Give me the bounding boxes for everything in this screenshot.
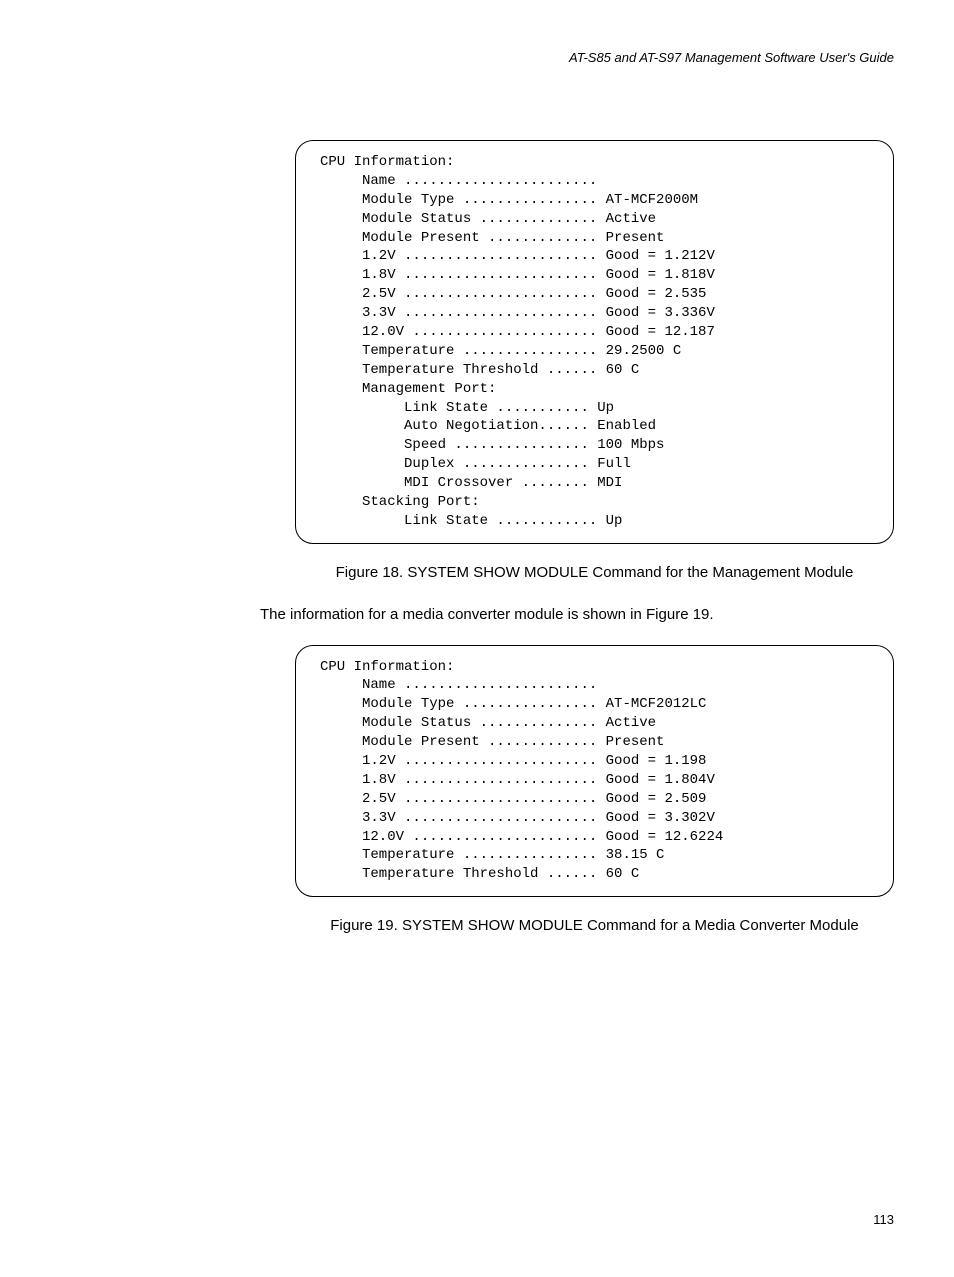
figure-18-caption: Figure 18. SYSTEM SHOW MODULE Command fo… — [295, 562, 894, 584]
terminal-output-1: CPU Information: Name ..................… — [295, 140, 894, 544]
page-number: 113 — [60, 1212, 894, 1227]
page-header: AT-S85 and AT-S97 Management Software Us… — [60, 50, 894, 65]
terminal-output-2: CPU Information: Name ..................… — [295, 645, 894, 898]
figure-19-caption: Figure 19. SYSTEM SHOW MODULE Command fo… — [295, 915, 894, 937]
body-paragraph-1: The information for a media converter mo… — [260, 606, 894, 623]
